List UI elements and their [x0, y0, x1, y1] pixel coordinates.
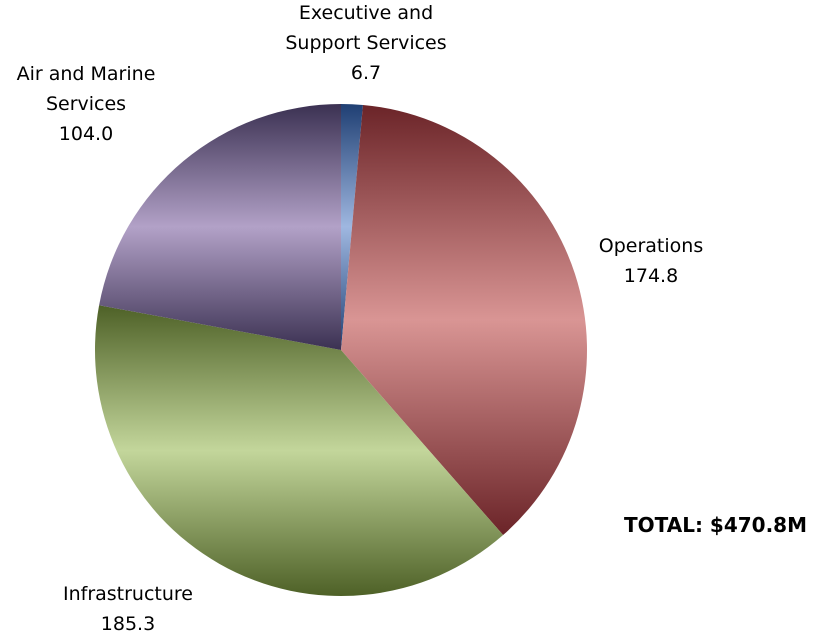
- total-label: TOTAL: $470.8M: [624, 513, 807, 537]
- slice-label: Air and Marine Services 104.0: [17, 63, 156, 145]
- slice-label: Operations 174.8: [599, 235, 703, 287]
- slice-label: Infrastructure 185.3: [63, 583, 193, 635]
- slice-label: Executive and Support Services 6.7: [285, 2, 446, 84]
